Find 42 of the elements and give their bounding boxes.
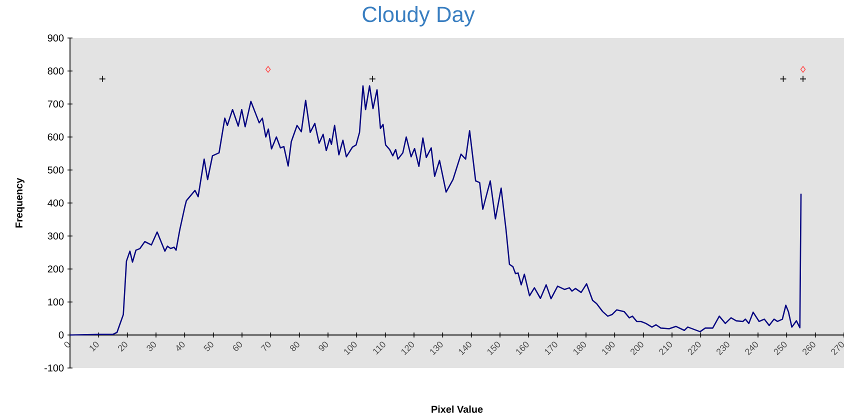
x-tick-label: 150 [487,342,500,356]
x-tick-label: 160 [516,342,529,356]
y-tick-label: 600 [48,133,64,141]
x-tick-label: 270 [831,342,844,356]
x-tick-label: 140 [458,342,472,356]
y-tick-label: 400 [48,199,64,207]
y-tick-label: 900 [48,34,64,42]
x-tick-label: 0 [64,342,70,348]
x-tick-label: 70 [260,342,271,351]
x-tick-label: 260 [802,342,816,356]
x-tick-label: 110 [373,342,386,355]
y-tick-label: 700 [48,100,64,108]
y-tick-label: 800 [48,67,64,75]
y-tick-label: 500 [48,166,64,174]
y-tick-label: 200 [48,265,64,273]
y-axis-title: Frequency [16,178,24,228]
x-tick-label: 60 [232,342,242,351]
y-tick-label: 300 [48,232,64,240]
x-tick-label: 80 [290,342,300,352]
x-tick-label: 120 [401,342,414,356]
x-axis-title: Pixel Value [432,406,483,413]
x-tick-label: 180 [573,342,586,356]
x-tick-label: 20 [118,342,128,352]
x-tick-label: 130 [430,342,443,356]
x-tick-label: 190 [602,342,615,356]
x-tick-label: 10 [90,342,99,352]
x-tick-label: 90 [318,342,328,352]
x-tick-label: 250 [774,342,787,356]
x-tick-label: 220 [688,342,701,356]
x-tick-label: 50 [204,342,214,352]
x-tick-label: 200 [630,342,644,356]
x-tick-label: 240 [745,342,758,356]
y-tick-label: 100 [48,298,64,306]
chart-title: Cloudy Day [362,6,475,26]
x-tick-label: 170 [544,342,558,356]
x-tick-label: 230 [716,342,730,356]
x-tick-label: 210 [659,342,672,356]
x-tick-label: 40 [176,342,185,351]
x-tick-label: 30 [146,342,156,352]
x-tick-label: 100 [344,342,357,356]
y-tick-label: -100 [44,364,64,372]
y-tick-label: 0 [58,331,64,339]
